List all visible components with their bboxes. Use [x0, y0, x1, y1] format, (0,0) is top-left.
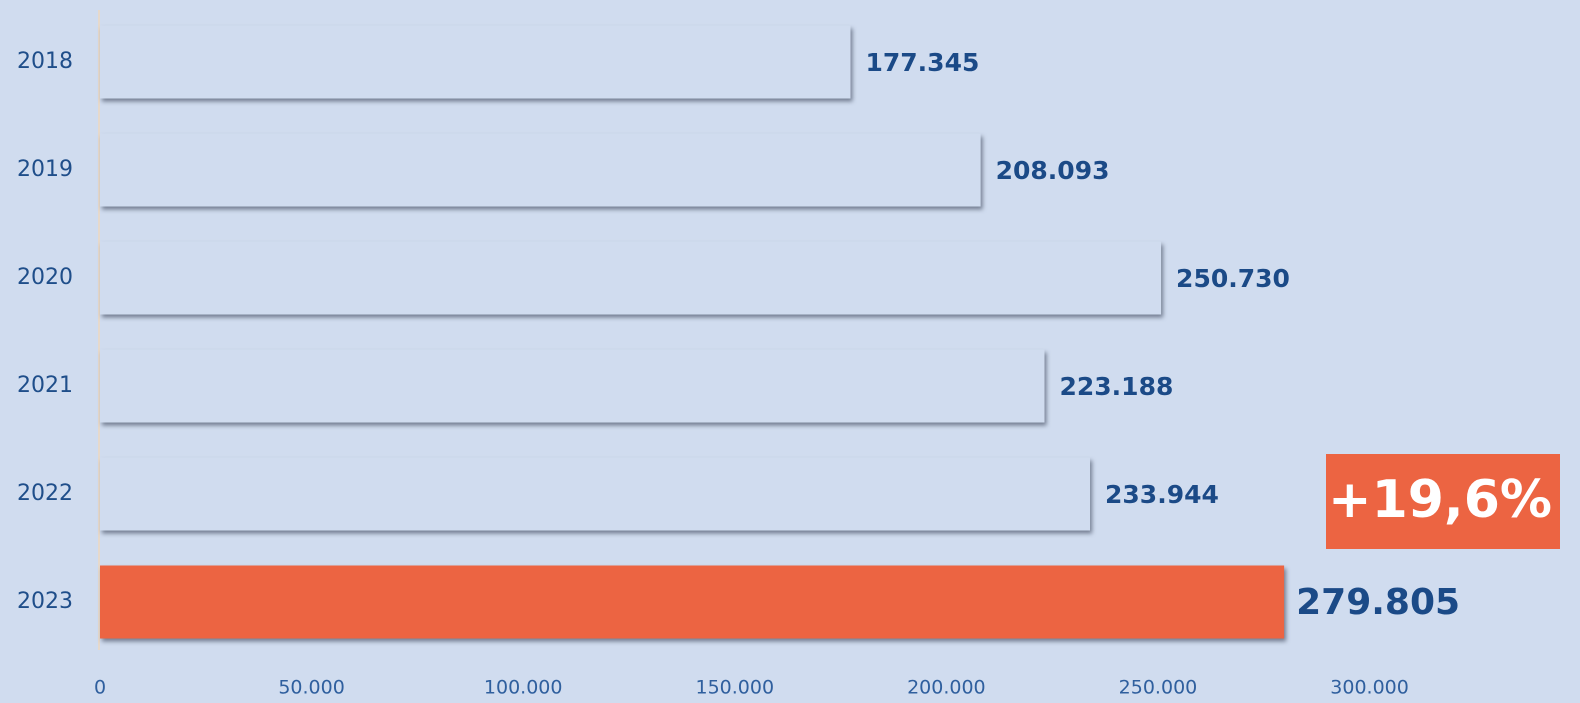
y-tick-label: 2021	[17, 373, 73, 398]
x-tick-label: 150.000	[695, 677, 774, 699]
bar	[100, 241, 1162, 315]
bar	[100, 25, 851, 99]
x-tick-label: 200.000	[907, 677, 986, 699]
bar	[100, 133, 981, 207]
value-label: 279.805	[1296, 582, 1460, 623]
bar	[100, 457, 1091, 531]
value-label: 208.093	[996, 156, 1110, 185]
value-label: 233.944	[1105, 480, 1219, 509]
x-tick-label: 300.000	[1330, 677, 1409, 699]
annotation-box	[1326, 454, 1560, 549]
x-tick-label: 100.000	[484, 677, 563, 699]
value-label: 177.345	[866, 48, 980, 77]
x-tick-label: 50.000	[278, 677, 344, 699]
bar	[100, 565, 1285, 639]
y-tick-label: 2019	[17, 157, 73, 182]
x-tick-label: 250.000	[1119, 677, 1198, 699]
bar	[100, 349, 1045, 423]
annotation: +19,6%	[1328, 470, 1552, 530]
y-tick-label: 2023	[17, 589, 73, 614]
y-tick-label: 2022	[17, 481, 73, 506]
y-tick-label: 2018	[17, 49, 73, 74]
value-label: 223.188	[1060, 372, 1174, 401]
value-label: 250.730	[1176, 264, 1290, 293]
y-tick-label: 2020	[17, 265, 73, 290]
x-tick-label: 0	[94, 677, 106, 699]
